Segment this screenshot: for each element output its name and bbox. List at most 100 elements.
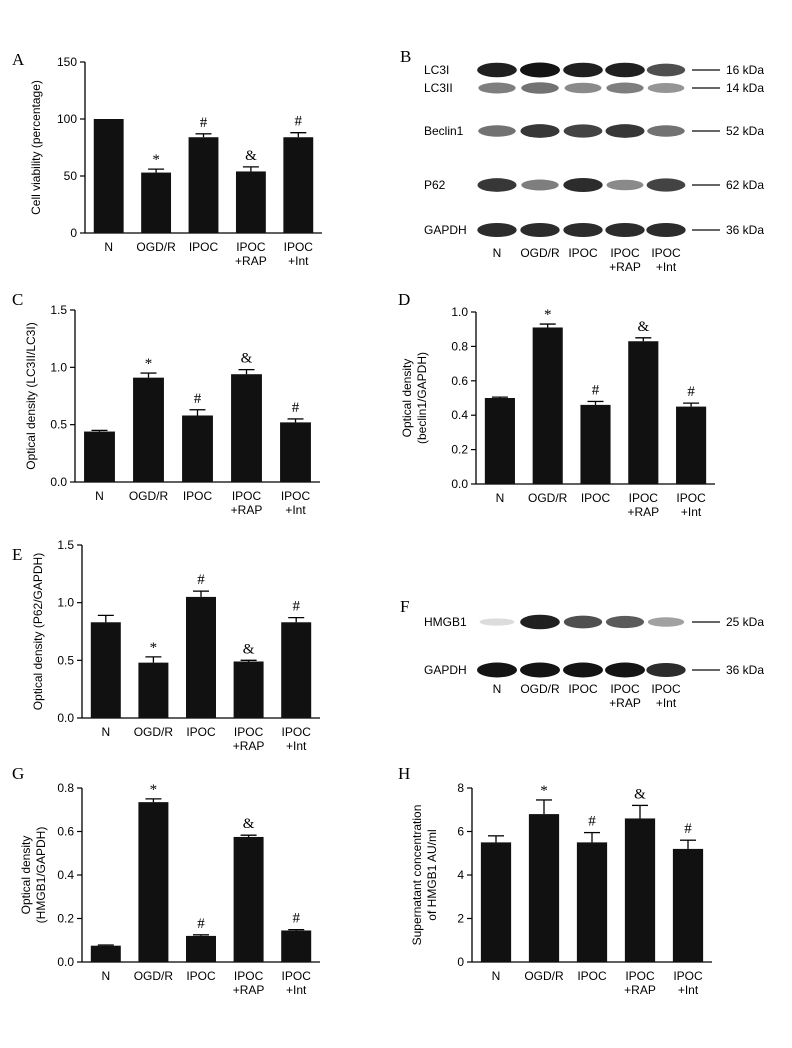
significance-mark: &: [241, 351, 253, 367]
significance-mark: *: [540, 783, 548, 799]
blot-band: [477, 178, 517, 192]
kda-label: 36 kDa: [726, 663, 764, 677]
blot-band: [606, 82, 644, 94]
bar-n: [90, 622, 121, 718]
bar-ipocint: [672, 848, 704, 962]
bar-ipocint: [283, 137, 314, 233]
significance-mark: *: [150, 640, 158, 656]
blot-band: [478, 125, 516, 137]
bar-ipocrap: [233, 661, 264, 718]
y-tick-label: 8: [457, 781, 464, 795]
bar-ipoc: [576, 842, 608, 962]
y-axis-label: Optical density(HMGB1/GAPDH): [19, 827, 48, 924]
significance-mark: #: [588, 814, 596, 830]
lane-label: IPOC: [568, 682, 598, 696]
lane-label: IPOC +RAP: [609, 682, 641, 710]
kda-label: 52 kDa: [726, 124, 764, 138]
lane-label: N: [493, 246, 502, 260]
chart-panel-g: G 0.0 0.2 0.4 0.6 0.8 Optical density(HMGB1/GA…: [12, 764, 320, 997]
y-axis-label: Optical density (LC3II/LC3I): [24, 322, 38, 469]
blot-band: [606, 179, 644, 191]
blot-band: [605, 662, 645, 678]
bar-ogdr: [138, 662, 169, 718]
blot-band: [520, 222, 560, 238]
significance-mark: #: [295, 114, 303, 130]
bar-n: [90, 945, 121, 962]
significance-mark: *: [150, 782, 158, 798]
blot-band: [647, 125, 685, 137]
significance-mark: #: [292, 400, 300, 416]
y-tick-label: 1.0: [451, 305, 468, 319]
x-tick-label: IPOC: [577, 969, 607, 983]
y-tick-label: 0.0: [50, 475, 67, 489]
significance-mark: &: [243, 641, 255, 657]
x-tick-label: IPOC +Int: [673, 969, 703, 997]
chart-panel-h: H 0 2 4 6 8 Supernatant concentrationof HMGB1 …: [398, 764, 712, 997]
x-tick-label: IPOC +RAP: [624, 969, 656, 997]
y-tick-label: 0.6: [57, 825, 74, 839]
band-label: Beclin1: [424, 124, 464, 138]
blot-band: [605, 615, 645, 629]
x-tick-label: IPOC +Int: [282, 969, 312, 997]
blot-band: [477, 662, 517, 678]
y-axis-label: Cell viability (percentage): [29, 80, 43, 215]
bar-ogdr: [138, 802, 169, 962]
band-label: HMGB1: [424, 615, 467, 629]
blot-band: [478, 82, 516, 94]
blot-band: [521, 179, 559, 191]
significance-mark: &: [245, 148, 257, 164]
significance-mark: #: [197, 572, 205, 588]
x-tick-label: N: [104, 240, 113, 254]
y-tick-label: 1.5: [50, 303, 67, 317]
bar-ipocint: [280, 422, 311, 482]
significance-mark: *: [152, 152, 160, 168]
blot-band: [563, 124, 603, 138]
lane-label: IPOC +RAP: [609, 246, 641, 274]
blot-band: [520, 62, 560, 78]
blot-band: [477, 62, 517, 78]
x-tick-label: IPOC +Int: [676, 491, 706, 519]
bar-ipocint: [281, 930, 312, 962]
bar-n: [84, 431, 115, 482]
significance-mark: #: [194, 391, 202, 407]
x-tick-label: OGD/R: [136, 240, 176, 254]
significance-mark: #: [292, 599, 300, 615]
bar-ipocrap: [233, 836, 264, 962]
x-tick-label: IPOC +RAP: [233, 725, 265, 753]
significance-mark: #: [292, 911, 300, 927]
bar-n: [93, 119, 124, 233]
panel-label: G: [12, 764, 24, 783]
y-axis-label: Supernatant concentrationof HMGB1 AU/ml: [410, 805, 439, 946]
y-tick-label: 0.8: [57, 781, 74, 795]
blot-band: [563, 222, 603, 238]
lane-label: IPOC +Int: [651, 246, 681, 274]
x-tick-label: IPOC +RAP: [233, 969, 265, 997]
x-tick-label: IPOC +Int: [281, 489, 311, 517]
panel-label: F: [400, 597, 409, 616]
significance-mark: *: [145, 356, 153, 372]
bar-ipocrap: [231, 374, 262, 482]
y-tick-label: 0.5: [50, 418, 67, 432]
blot-band: [647, 82, 685, 94]
chart-panel-c: C 0.0 0.5 1.0 1.5 Optical density (LC3II/LC3I…: [12, 290, 320, 517]
x-tick-label: IPOC: [186, 725, 216, 739]
blot-panel-b: B LC3I 16 kDa LC3II 14 kDa Beclin1 52 kDa P62 62…: [400, 47, 764, 274]
x-tick-label: OGD/R: [134, 725, 174, 739]
panel-label: E: [12, 545, 22, 564]
y-tick-label: 0: [457, 955, 464, 969]
y-tick-label: 0: [70, 226, 77, 240]
y-tick-label: 0.6: [451, 374, 468, 388]
bar-n: [484, 398, 515, 484]
y-tick-label: 0.2: [451, 443, 468, 457]
bar-ipocrap: [624, 818, 656, 962]
panel-label: D: [398, 290, 410, 309]
y-tick-label: 1.5: [57, 538, 74, 552]
lane-label: OGD/R: [520, 246, 560, 260]
x-tick-label: OGD/R: [134, 969, 174, 983]
y-tick-label: 150: [57, 55, 77, 69]
x-tick-label: IPOC +Int: [282, 725, 312, 753]
x-tick-label: IPOC +RAP: [231, 489, 263, 517]
blot-band: [520, 124, 560, 138]
y-tick-label: 6: [457, 825, 464, 839]
lane-label: IPOC: [568, 246, 598, 260]
